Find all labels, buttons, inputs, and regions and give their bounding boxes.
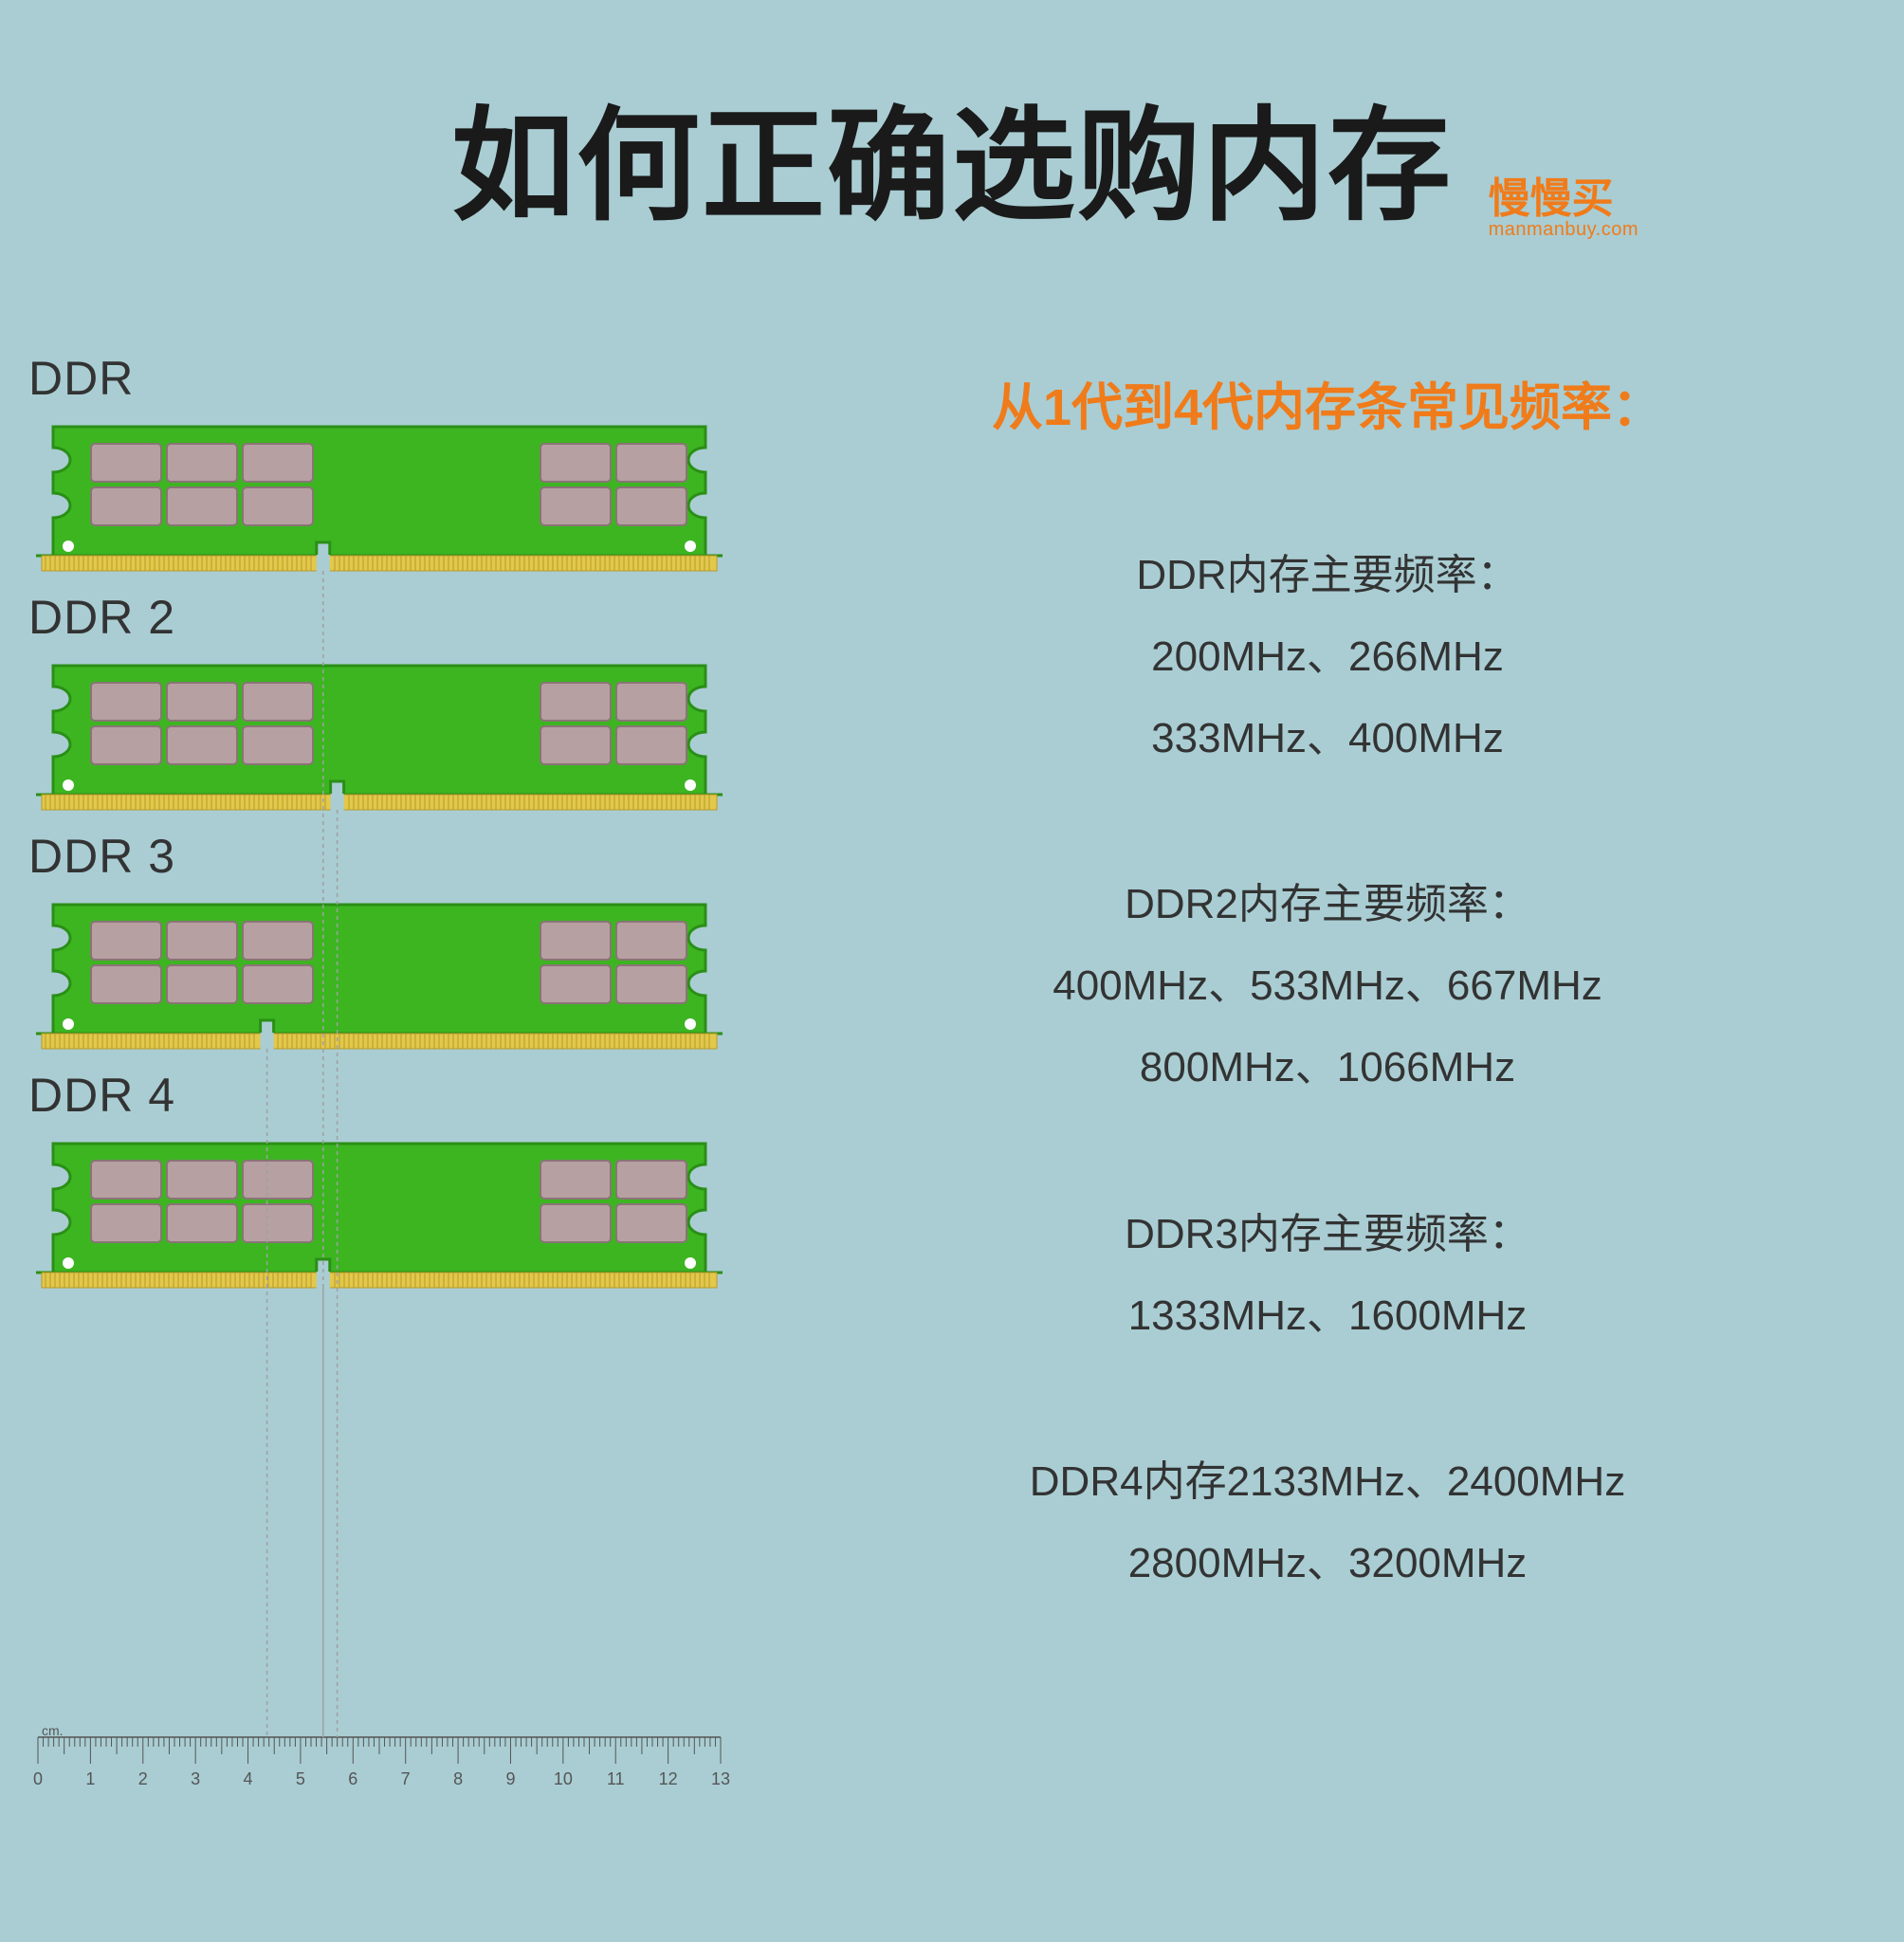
ram-module-ddr-icon xyxy=(28,412,730,580)
frequency-group: DDR3内存主要频率：1333MHz、1600MHz xyxy=(787,1194,1868,1357)
frequency-line: DDR内存主要频率： xyxy=(787,535,1868,616)
frequency-column: 从1代到4代内存条常见频率： DDR内存主要频率：200MHz、266MHz33… xyxy=(787,365,1868,1690)
frequency-line: DDR4内存2133MHz、2400MHz xyxy=(787,1441,1868,1523)
svg-text:6: 6 xyxy=(348,1769,357,1788)
frequency-line: 2800MHz、3200MHz xyxy=(787,1523,1868,1604)
ruler: cm. 012345678910111213 xyxy=(28,1726,730,1816)
svg-text:7: 7 xyxy=(401,1769,411,1788)
ram-module-ddr4-icon xyxy=(28,1128,730,1297)
svg-text:1: 1 xyxy=(85,1769,95,1788)
svg-text:5: 5 xyxy=(296,1769,305,1788)
frequency-group: DDR内存主要频率：200MHz、266MHz333MHz、400MHz xyxy=(787,535,1868,779)
svg-text:cm.: cm. xyxy=(42,1726,64,1738)
ram-label: DDR xyxy=(28,351,730,406)
frequency-line: 333MHz、400MHz xyxy=(787,698,1868,779)
ram-module-ddr3-icon xyxy=(28,889,730,1058)
frequency-group: DDR2内存主要频率：400MHz、533MHz、667MHz800MHz、10… xyxy=(787,864,1868,1108)
svg-text:4: 4 xyxy=(244,1769,253,1788)
ram-block: DDR 2 xyxy=(28,590,730,819)
ram-block: DDR xyxy=(28,351,730,580)
brand-cn: 慢慢买 xyxy=(1489,178,1639,220)
svg-text:3: 3 xyxy=(191,1769,200,1788)
svg-text:8: 8 xyxy=(453,1769,463,1788)
frequency-line: 400MHz、533MHz、667MHz xyxy=(787,945,1868,1027)
svg-text:0: 0 xyxy=(33,1769,43,1788)
ram-label: DDR 3 xyxy=(28,829,730,884)
brand-watermark: 慢慢买 manmanbuy.com xyxy=(1489,178,1639,239)
frequency-title: 从1代到4代内存条常见频率： xyxy=(787,365,1868,440)
frequency-line: 800MHz、1066MHz xyxy=(787,1027,1868,1108)
svg-text:11: 11 xyxy=(607,1769,625,1788)
ruler-icon: cm. 012345678910111213 xyxy=(28,1726,730,1811)
svg-text:10: 10 xyxy=(554,1769,573,1788)
frequency-line: DDR2内存主要频率： xyxy=(787,864,1868,945)
svg-text:2: 2 xyxy=(138,1769,148,1788)
ram-block: DDR 3 xyxy=(28,829,730,1058)
frequency-line: 1333MHz、1600MHz xyxy=(787,1275,1868,1357)
ram-block: DDR 4 xyxy=(28,1068,730,1297)
ram-diagram-column: DDR DDR 2 DDR 3 DDR 4 xyxy=(28,351,730,1307)
svg-text:13: 13 xyxy=(711,1769,730,1788)
brand-en: manmanbuy.com xyxy=(1489,220,1639,239)
ram-module-ddr2-icon xyxy=(28,650,730,819)
frequency-group: DDR4内存2133MHz、2400MHz2800MHz、3200MHz xyxy=(787,1441,1868,1604)
frequency-line: DDR3内存主要频率： xyxy=(787,1194,1868,1275)
svg-text:12: 12 xyxy=(659,1769,678,1788)
ram-label: DDR 2 xyxy=(28,590,730,645)
ram-label: DDR 4 xyxy=(28,1068,730,1123)
frequency-line: 200MHz、266MHz xyxy=(787,616,1868,698)
svg-text:9: 9 xyxy=(505,1769,515,1788)
